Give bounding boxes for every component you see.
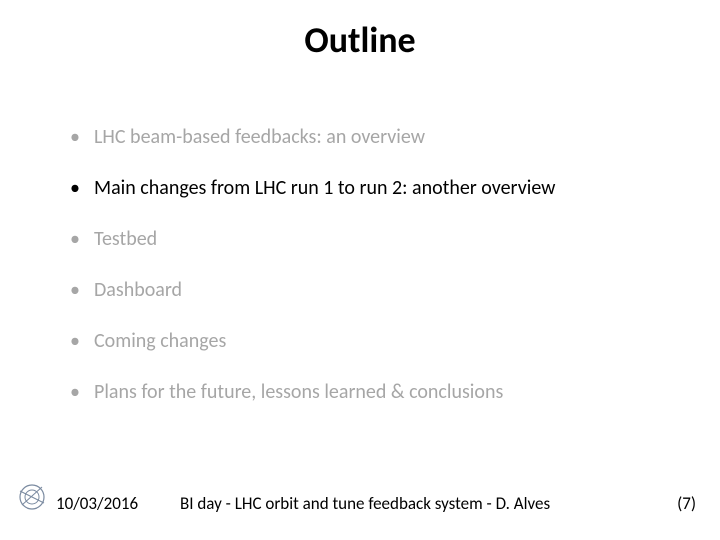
list-item: Plans for the future, lessons learned & … bbox=[70, 380, 680, 405]
list-item: Main changes from LHC run 1 to run 2: an… bbox=[70, 176, 680, 201]
list-item: Dashboard bbox=[70, 278, 680, 303]
bullet-text: LHC beam-based feedbacks: an overview bbox=[94, 125, 425, 149]
slide: Outline LHC beam-based feedbacks: an ove… bbox=[0, 0, 720, 540]
footer-date: 10/03/2016 bbox=[56, 493, 138, 514]
footer-page-number: (7) bbox=[677, 493, 696, 514]
bullet-text: Main changes from LHC run 1 to run 2: an… bbox=[94, 176, 555, 200]
cern-logo-icon bbox=[16, 481, 48, 518]
bullet-text: Testbed bbox=[94, 227, 157, 251]
bullet-text: Dashboard bbox=[94, 278, 182, 302]
outline-list: LHC beam-based feedbacks: an overview Ma… bbox=[70, 125, 680, 431]
bullet-text: Coming changes bbox=[94, 329, 226, 353]
list-item: LHC beam-based feedbacks: an overview bbox=[70, 125, 680, 150]
list-item: Testbed bbox=[70, 227, 680, 252]
slide-footer: 10/03/2016 BI day - LHC orbit and tune f… bbox=[0, 488, 720, 518]
slide-title: Outline bbox=[0, 18, 720, 62]
bullet-text: Plans for the future, lessons learned & … bbox=[94, 380, 503, 404]
footer-title: BI day - LHC orbit and tune feedback sys… bbox=[180, 493, 550, 514]
list-item: Coming changes bbox=[70, 329, 680, 354]
